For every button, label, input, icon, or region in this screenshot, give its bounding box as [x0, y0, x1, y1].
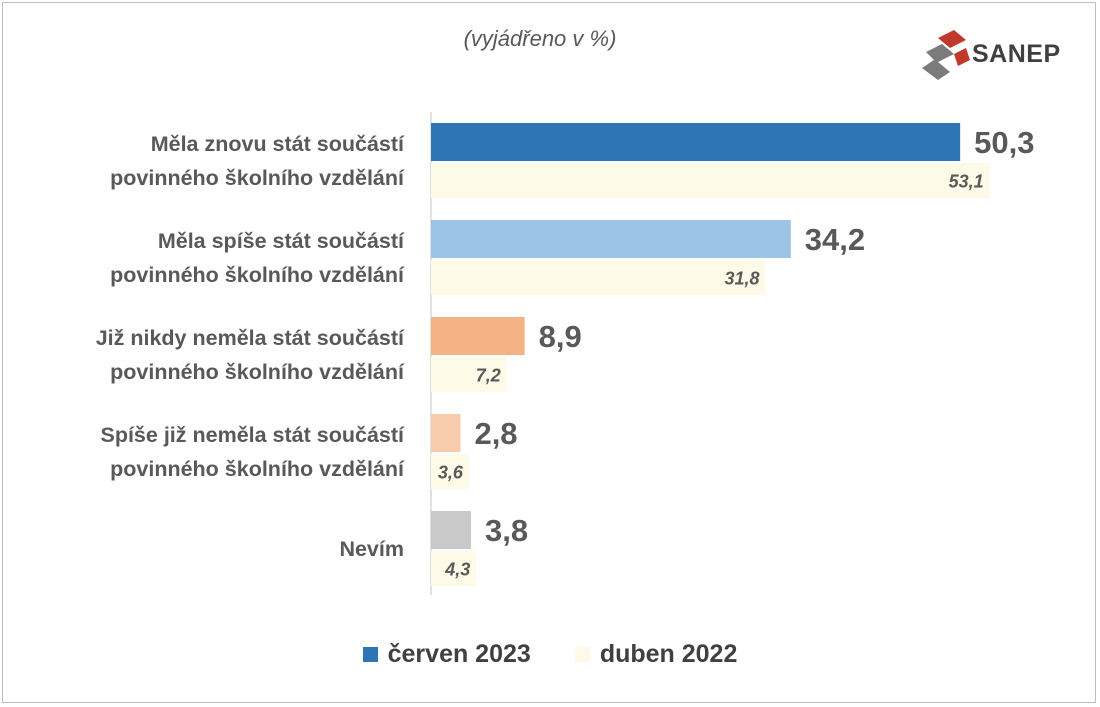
bar-series-1 — [431, 220, 791, 258]
logo-mark-right — [954, 48, 970, 66]
category-label-line: povinného školního vzdělání — [110, 359, 404, 384]
data-label-series-1: 3,8 — [485, 513, 528, 548]
data-label-series-1: 50,3 — [974, 125, 1034, 160]
bar-series-1 — [431, 317, 525, 355]
legend-item-series-2: duben 2022 — [574, 640, 738, 669]
category-label: Nevím — [0, 532, 404, 566]
category-label-line: povinného školního vzdělání — [110, 456, 404, 481]
category-label: Již nikdy neměla stát součástí povinného … — [0, 321, 404, 389]
data-label-series-2: 7,2 — [476, 366, 501, 386]
legend-label-series-2: duben 2022 — [599, 640, 738, 668]
bar-series-2 — [431, 454, 469, 489]
category-label-line: Měla spíše stát součástí — [157, 228, 404, 253]
data-label-series-1: 34,2 — [805, 222, 865, 257]
legend: červen 2023 duben 2022 — [0, 640, 1100, 669]
category-label-line: Nevím — [339, 536, 404, 561]
sanep-logo-icon — [922, 30, 970, 80]
bar-series-2 — [431, 163, 990, 198]
category-label: Spíše již neměla stát součástí povinného … — [0, 418, 404, 486]
data-label-series-2: 3,6 — [438, 463, 464, 483]
logo-text: SANEP — [972, 40, 1061, 68]
bar-series-1 — [431, 511, 471, 549]
bars-group: 50,3 53,1 34,2 31,8 8,9 7,2 2,8 3,6 3,8 4,3 — [431, 123, 1034, 586]
legend-swatch-series-2 — [574, 647, 590, 662]
category-label-line: Spíše již neměla stát součástí — [100, 422, 404, 447]
bar-series-1 — [431, 414, 461, 452]
data-label-series-2: 53,1 — [949, 172, 984, 192]
bar-series-1 — [431, 123, 961, 161]
logo-mark-top — [938, 30, 966, 48]
category-label: Měla znovu stát součástí povinného školní… — [0, 127, 404, 195]
bar-series-2 — [431, 357, 507, 392]
legend-swatch-series-1 — [362, 647, 378, 662]
data-label-series-1: 8,9 — [539, 319, 582, 354]
category-label-line: povinného školního vzdělání — [110, 262, 404, 287]
bar-series-2 — [431, 551, 477, 586]
category-label: Měla spíše stát součástí povinného školní… — [0, 224, 404, 292]
legend-item-series-1: červen 2023 — [362, 640, 531, 669]
chart-subtitle: (vyjádřeno v %) — [463, 26, 617, 51]
logo-mark-bottom — [922, 44, 954, 80]
data-label-series-2: 31,8 — [724, 269, 759, 289]
data-label-series-1: 2,8 — [474, 416, 517, 451]
data-label-series-2: 4,3 — [444, 560, 470, 580]
legend-label-series-1: červen 2023 — [387, 640, 531, 668]
category-label-line: Měla znovu stát součástí — [150, 131, 404, 156]
category-label-line: Již nikdy neměla stát součástí — [95, 325, 404, 350]
category-label-line: povinného školního vzdělání — [110, 165, 404, 190]
bar-series-2 — [431, 260, 766, 295]
